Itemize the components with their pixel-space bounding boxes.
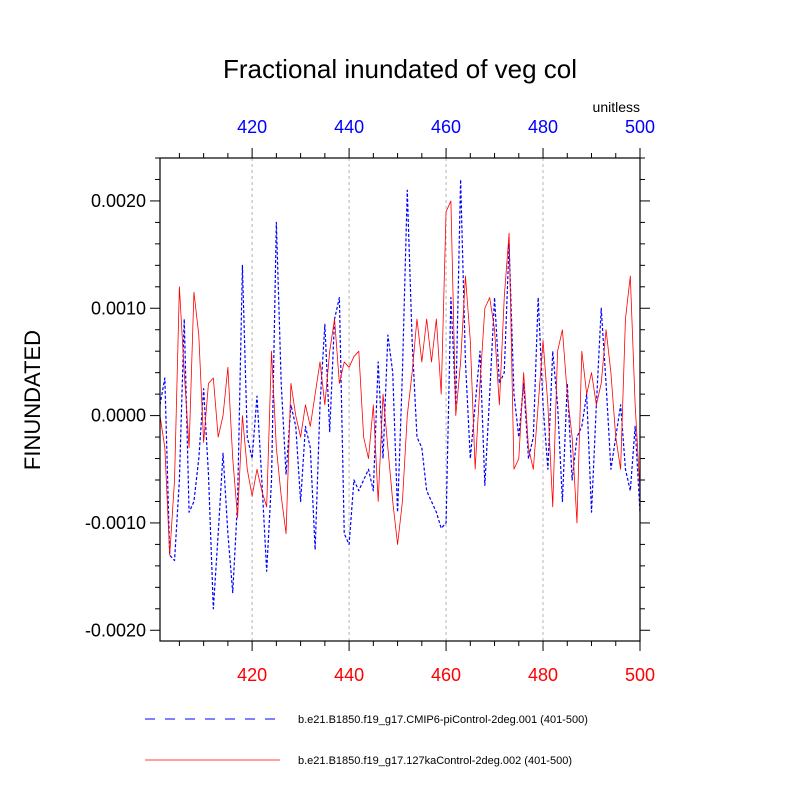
x-tick-label-bottom: 420 bbox=[237, 665, 267, 685]
legend-label-2: b.e21.B1850.f19_g17.127kaControl-2deg.00… bbox=[298, 755, 572, 767]
legend: b.e21.B1850.f19_g17.CMIP6-piControl-2deg… bbox=[145, 714, 588, 767]
y-tick-label: 0.0000 bbox=[91, 406, 146, 426]
y-axis-label: FINUNDATED bbox=[20, 330, 45, 470]
y-tick-label: 0.0010 bbox=[91, 298, 146, 318]
x-tick-label-top: 440 bbox=[334, 117, 364, 137]
x-tick-label-bottom: 500 bbox=[625, 665, 655, 685]
x-tick-label-top: 420 bbox=[237, 117, 267, 137]
plot-border bbox=[159, 157, 641, 642]
tick-labels: -0.0020 -0.0010 0.0000 0.0010 0.0020 420 420 44… bbox=[85, 117, 655, 685]
legend-label-1: b.e21.B1850.f19_g17.CMIP6-piControl-2deg… bbox=[298, 714, 588, 726]
y-tick-label: -0.0020 bbox=[85, 620, 146, 640]
y-tick-label: 0.0020 bbox=[91, 191, 146, 211]
series-lines bbox=[159, 178, 641, 610]
x-tick-label-bottom: 460 bbox=[431, 665, 461, 685]
x-tick-label-top: 500 bbox=[625, 117, 655, 137]
series-line-1 bbox=[159, 178, 641, 610]
x-tick-label-top: 480 bbox=[528, 117, 558, 137]
x-tick-label-bottom: 440 bbox=[334, 665, 364, 685]
units-label: unitless bbox=[593, 99, 640, 115]
y-tick-label: -0.0010 bbox=[85, 513, 146, 533]
x-tick-label-bottom: 480 bbox=[528, 665, 558, 685]
plot-frame bbox=[159, 157, 641, 642]
axis-ticks bbox=[150, 148, 650, 651]
series-line-2 bbox=[159, 200, 641, 556]
x-tick-label-top: 460 bbox=[431, 117, 461, 137]
chart-title: Fractional inundated of veg col bbox=[223, 54, 577, 84]
